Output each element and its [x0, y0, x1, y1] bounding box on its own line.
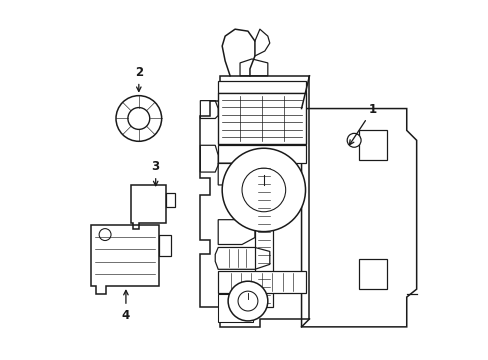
Polygon shape [158, 235, 170, 256]
Polygon shape [131, 185, 165, 229]
Circle shape [242, 168, 285, 212]
Bar [254, 163, 272, 307]
Bar [218, 271, 305, 293]
Bar [131, 126, 146, 136]
Text: 1: 1 [349, 103, 376, 145]
Circle shape [228, 281, 267, 321]
Polygon shape [218, 163, 254, 185]
Circle shape [128, 108, 149, 129]
Polygon shape [200, 145, 218, 172]
Circle shape [116, 96, 162, 141]
Bar [358, 130, 386, 160]
Circle shape [222, 148, 305, 231]
Circle shape [238, 291, 257, 311]
Polygon shape [301, 109, 416, 327]
Polygon shape [165, 193, 174, 207]
Text: 4: 4 [122, 291, 130, 322]
Circle shape [346, 133, 360, 147]
Polygon shape [200, 100, 218, 118]
Bar [218, 145, 305, 163]
Bar [218, 294, 252, 322]
Polygon shape [91, 225, 158, 294]
Polygon shape [218, 220, 254, 244]
Polygon shape [200, 76, 309, 327]
Polygon shape [215, 247, 269, 269]
Text: 3: 3 [151, 160, 160, 186]
Circle shape [99, 229, 111, 240]
Bar [218, 93, 305, 144]
Bar [358, 260, 386, 289]
Bar [218, 81, 305, 93]
Polygon shape [240, 59, 267, 76]
Text: 2: 2 [135, 66, 142, 91]
